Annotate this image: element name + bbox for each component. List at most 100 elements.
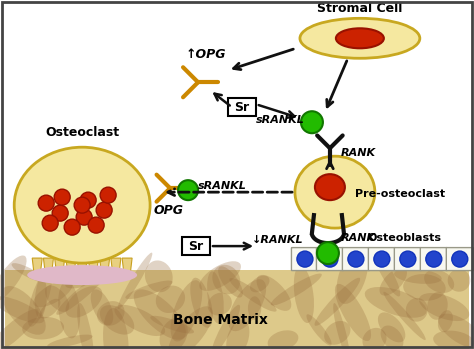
- Circle shape: [54, 189, 70, 205]
- Ellipse shape: [373, 249, 400, 297]
- Ellipse shape: [33, 280, 73, 307]
- Circle shape: [42, 215, 58, 231]
- Ellipse shape: [403, 274, 446, 301]
- Ellipse shape: [56, 272, 107, 315]
- Ellipse shape: [97, 301, 125, 326]
- Ellipse shape: [0, 255, 27, 302]
- Ellipse shape: [22, 317, 64, 340]
- Circle shape: [52, 205, 68, 221]
- Ellipse shape: [156, 285, 185, 313]
- FancyBboxPatch shape: [292, 247, 319, 270]
- Ellipse shape: [207, 271, 224, 324]
- Ellipse shape: [199, 261, 241, 291]
- Circle shape: [38, 195, 54, 211]
- Ellipse shape: [383, 292, 426, 340]
- Polygon shape: [55, 258, 64, 275]
- Ellipse shape: [218, 266, 243, 298]
- Polygon shape: [122, 258, 132, 275]
- Ellipse shape: [406, 298, 428, 322]
- FancyBboxPatch shape: [342, 247, 369, 270]
- Ellipse shape: [208, 293, 232, 315]
- Ellipse shape: [171, 280, 202, 342]
- Text: Sr: Sr: [235, 101, 249, 114]
- Ellipse shape: [65, 279, 88, 288]
- Ellipse shape: [381, 326, 403, 349]
- Ellipse shape: [256, 275, 292, 311]
- Ellipse shape: [324, 321, 350, 345]
- Circle shape: [178, 180, 198, 200]
- Text: Bone Matrix: Bone Matrix: [173, 313, 267, 327]
- Ellipse shape: [226, 320, 249, 349]
- Bar: [5, 270, 469, 349]
- Ellipse shape: [145, 260, 173, 292]
- Ellipse shape: [438, 310, 453, 332]
- Polygon shape: [77, 258, 87, 275]
- Ellipse shape: [27, 269, 52, 327]
- Circle shape: [74, 197, 90, 213]
- Polygon shape: [88, 258, 99, 275]
- Ellipse shape: [103, 308, 128, 349]
- Ellipse shape: [363, 328, 386, 349]
- Ellipse shape: [45, 285, 69, 312]
- Ellipse shape: [300, 18, 420, 58]
- Ellipse shape: [0, 309, 39, 349]
- Text: Osteoblasts: Osteoblasts: [368, 233, 442, 243]
- Ellipse shape: [333, 303, 350, 349]
- Ellipse shape: [1, 286, 46, 335]
- Text: Stromal Cell: Stromal Cell: [317, 2, 402, 15]
- Ellipse shape: [115, 305, 165, 336]
- Ellipse shape: [250, 276, 270, 292]
- Ellipse shape: [100, 305, 134, 335]
- Ellipse shape: [14, 147, 150, 263]
- Ellipse shape: [212, 265, 240, 294]
- Ellipse shape: [271, 274, 322, 305]
- Ellipse shape: [5, 270, 469, 348]
- Ellipse shape: [126, 281, 173, 299]
- Ellipse shape: [134, 289, 186, 340]
- Ellipse shape: [424, 270, 454, 293]
- Text: RANK: RANK: [340, 233, 375, 243]
- Circle shape: [348, 251, 364, 267]
- Ellipse shape: [27, 265, 137, 285]
- Ellipse shape: [118, 253, 152, 309]
- Text: sRANKL: sRANKL: [198, 181, 246, 191]
- Circle shape: [88, 217, 104, 233]
- Circle shape: [100, 187, 116, 203]
- Ellipse shape: [40, 299, 60, 319]
- Ellipse shape: [47, 335, 92, 348]
- Ellipse shape: [229, 278, 277, 312]
- Ellipse shape: [248, 296, 261, 320]
- Ellipse shape: [438, 314, 474, 348]
- Ellipse shape: [315, 174, 345, 200]
- Ellipse shape: [427, 292, 448, 320]
- Ellipse shape: [378, 312, 405, 342]
- Circle shape: [301, 111, 323, 133]
- Ellipse shape: [337, 249, 368, 304]
- Text: RANK: RANK: [340, 148, 375, 158]
- FancyBboxPatch shape: [447, 247, 473, 270]
- Text: Osteoclast: Osteoclast: [45, 126, 119, 139]
- Polygon shape: [111, 258, 121, 275]
- FancyBboxPatch shape: [368, 247, 395, 270]
- Ellipse shape: [268, 330, 298, 349]
- Circle shape: [76, 209, 92, 225]
- Ellipse shape: [35, 278, 47, 318]
- Ellipse shape: [365, 287, 427, 318]
- Circle shape: [400, 251, 416, 267]
- Polygon shape: [44, 258, 54, 275]
- Ellipse shape: [58, 281, 80, 338]
- Polygon shape: [100, 258, 109, 275]
- Text: ↑OPG: ↑OPG: [186, 48, 226, 61]
- FancyBboxPatch shape: [420, 247, 447, 270]
- Ellipse shape: [433, 331, 474, 349]
- Ellipse shape: [448, 269, 470, 292]
- Circle shape: [322, 251, 338, 267]
- Ellipse shape: [380, 267, 407, 296]
- Ellipse shape: [77, 303, 94, 349]
- Ellipse shape: [12, 263, 46, 282]
- Text: ↓RANKL: ↓RANKL: [252, 235, 304, 245]
- Ellipse shape: [336, 28, 384, 48]
- Ellipse shape: [306, 314, 332, 346]
- Ellipse shape: [295, 156, 375, 228]
- Ellipse shape: [394, 268, 442, 284]
